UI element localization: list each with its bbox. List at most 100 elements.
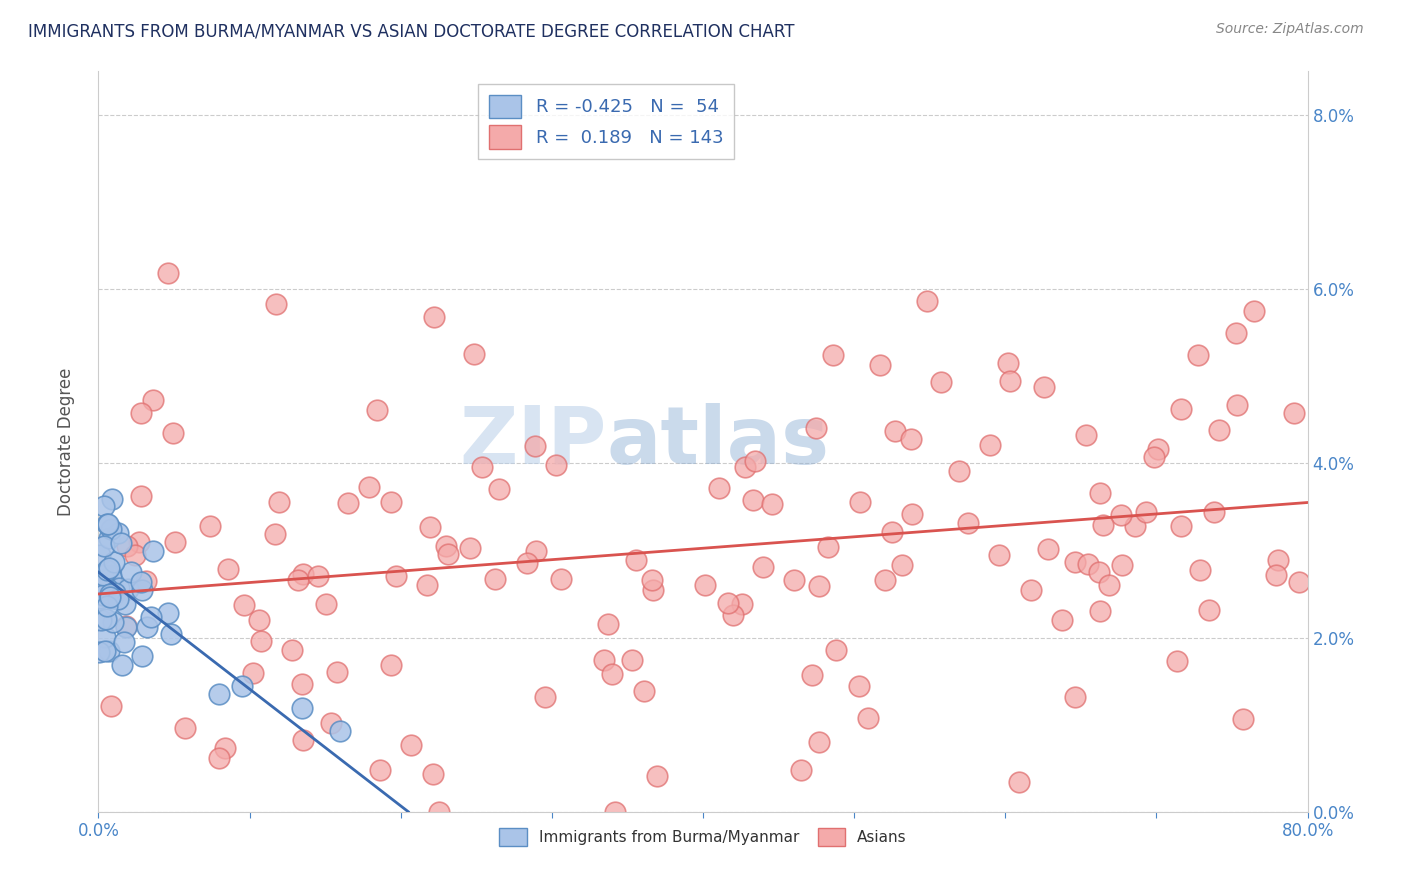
Point (929, 375, 952, 389)
Point (416, 578, 439, 592)
Point (957, 516, 980, 530)
Point (93, 631, 115, 645)
Point (891, 558, 914, 572)
Point (120, 566, 142, 580)
Point (882, 525, 904, 540)
Point (1123, 519, 1146, 533)
Point (165, 535, 187, 549)
Point (115, 619, 138, 633)
Point (247, 613, 270, 627)
Point (1198, 603, 1220, 617)
Point (817, 540, 839, 554)
Point (98, 531, 121, 545)
Point (1109, 508, 1132, 523)
Point (948, 464, 970, 478)
Point (484, 573, 506, 587)
Point (97, 516, 120, 531)
Point (160, 627, 183, 641)
Point (87, 645, 110, 659)
Point (789, 764, 811, 778)
Point (988, 548, 1011, 562)
Point (1111, 558, 1133, 572)
Point (93, 499, 115, 513)
Point (104, 586, 127, 600)
Point (208, 687, 231, 701)
Point (782, 573, 804, 587)
Point (97, 644, 120, 658)
Point (264, 297, 287, 311)
Point (1243, 304, 1265, 318)
Point (1225, 326, 1247, 341)
Point (250, 634, 273, 648)
Point (744, 454, 766, 468)
Point (291, 677, 314, 691)
Point (214, 741, 236, 756)
Point (600, 667, 623, 681)
Point (1166, 654, 1188, 668)
Point (626, 553, 648, 567)
Point (117, 582, 139, 596)
Point (1064, 555, 1087, 569)
Point (695, 577, 717, 591)
Point (647, 769, 669, 783)
Point (114, 597, 136, 611)
Point (131, 490, 153, 504)
Point (516, 556, 538, 570)
Point (89, 591, 111, 606)
Point (89, 582, 111, 597)
Point (321, 716, 343, 731)
Point (633, 684, 655, 698)
Point (336, 496, 359, 510)
Point (915, 293, 938, 308)
Point (1267, 553, 1289, 567)
Point (98, 589, 121, 603)
Text: ZIP: ZIP (458, 402, 606, 481)
Point (98, 587, 121, 601)
Point (460, 541, 482, 555)
Point (1064, 690, 1087, 704)
Point (91, 576, 114, 591)
Point (107, 525, 129, 540)
Point (1147, 442, 1170, 456)
Text: IMMIGRANTS FROM BURMA/MYANMAR VS ASIAN DOCTORATE DEGREE CORRELATION CHART: IMMIGRANTS FROM BURMA/MYANMAR VS ASIAN D… (28, 22, 794, 40)
Point (111, 657, 134, 672)
Point (101, 491, 124, 506)
Point (156, 266, 179, 280)
Point (544, 458, 567, 472)
Point (1135, 505, 1157, 519)
Text: Source: ZipAtlas.com: Source: ZipAtlas.com (1216, 22, 1364, 37)
Point (1226, 398, 1249, 412)
Point (103, 556, 125, 570)
Point (869, 358, 891, 372)
Point (94, 644, 117, 658)
Point (90, 613, 112, 627)
Point (93, 539, 115, 553)
Point (603, 805, 626, 819)
Point (136, 620, 159, 634)
Point (117, 539, 139, 553)
Point (96, 612, 118, 626)
Point (101, 615, 124, 630)
Point (731, 597, 754, 611)
Point (96, 563, 118, 577)
Point (593, 653, 616, 667)
Point (263, 527, 285, 541)
Point (422, 310, 444, 325)
Point (752, 560, 775, 574)
Point (1170, 402, 1192, 417)
Point (292, 733, 315, 747)
Point (107, 591, 129, 606)
Point (856, 711, 879, 725)
Point (198, 519, 221, 533)
Point (100, 698, 122, 713)
Point (434, 539, 457, 553)
Point (110, 536, 132, 550)
Y-axis label: Doctorate Degree: Doctorate Degree (56, 368, 75, 516)
Point (807, 735, 830, 749)
Point (98, 561, 121, 575)
Point (1019, 583, 1042, 598)
Point (721, 607, 744, 622)
Point (1077, 557, 1099, 571)
Point (173, 721, 195, 735)
Point (524, 544, 547, 558)
